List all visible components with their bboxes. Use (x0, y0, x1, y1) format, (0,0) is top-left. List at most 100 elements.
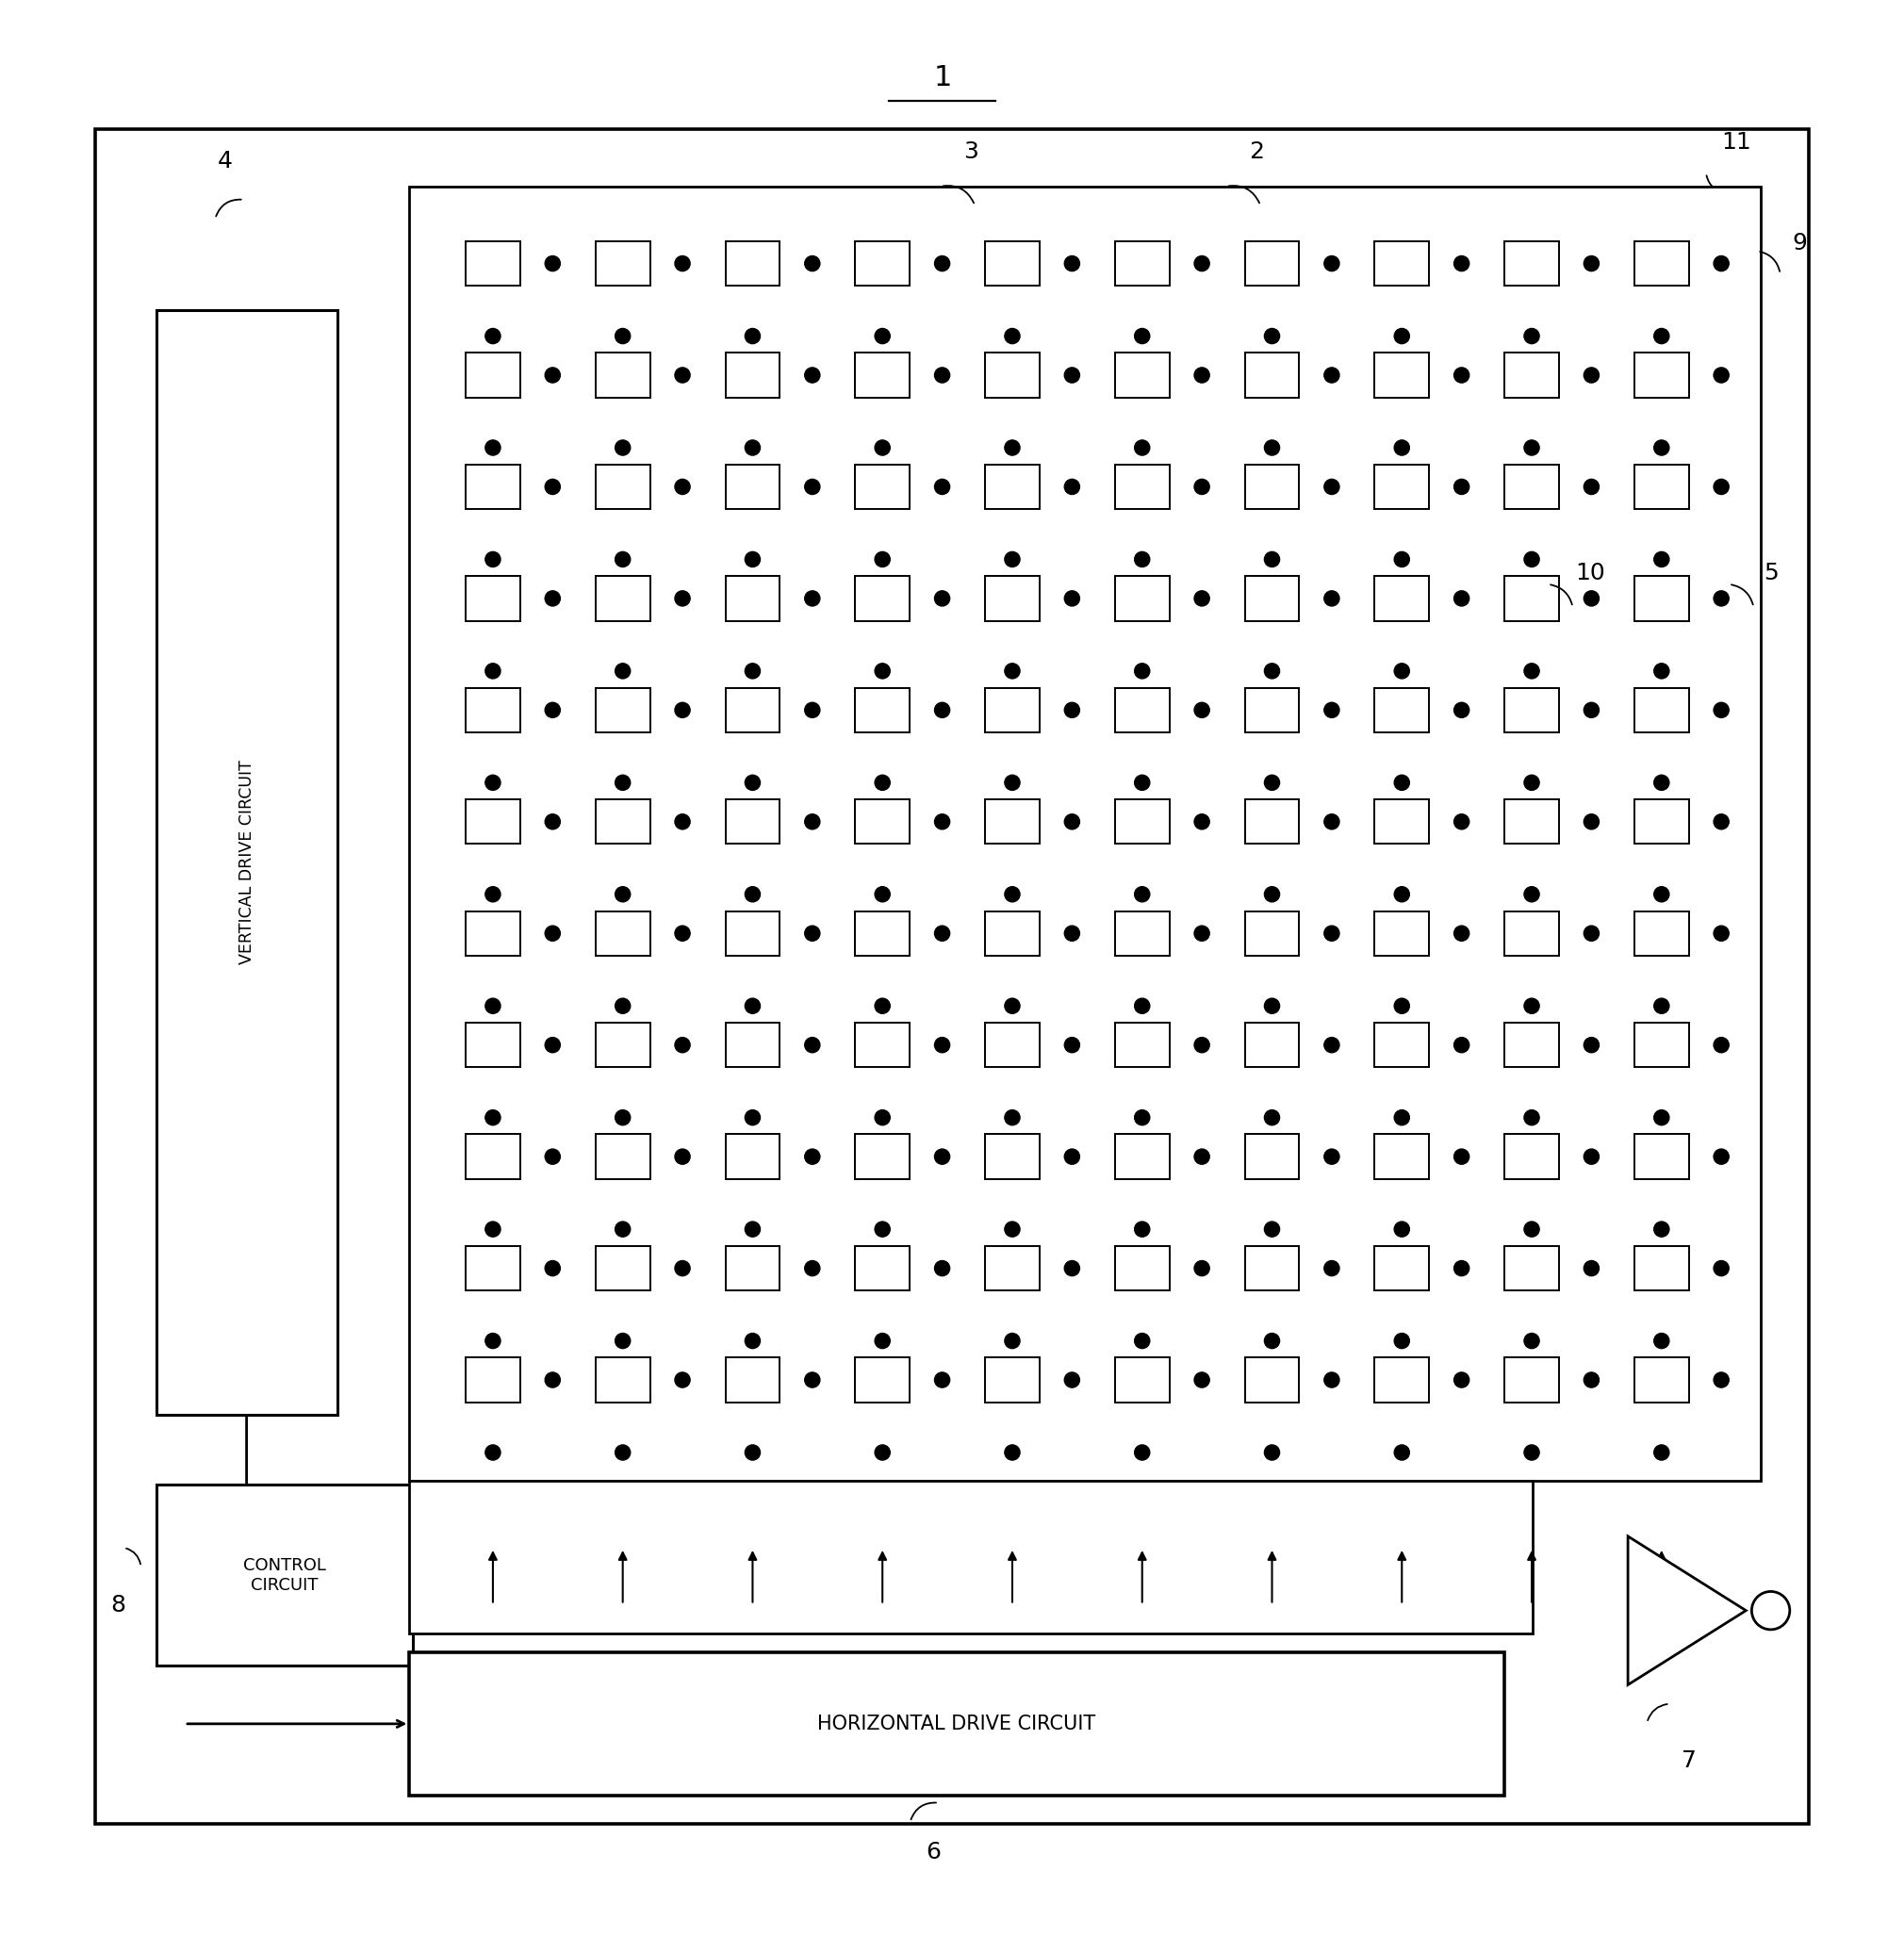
Circle shape (1655, 1445, 1670, 1461)
Circle shape (1194, 926, 1209, 941)
Circle shape (1005, 1334, 1021, 1348)
Circle shape (1264, 328, 1279, 344)
Text: VERTICAL DRIVE CIRCUIT: VERTICAL DRIVE CIRCUIT (238, 760, 255, 965)
Circle shape (1005, 553, 1021, 566)
Text: HORIZONTAL DRIVE CIRCUIT: HORIZONTAL DRIVE CIRCUIT (817, 1715, 1097, 1732)
Circle shape (1584, 1148, 1599, 1164)
Text: 3: 3 (963, 141, 979, 164)
Circle shape (1584, 256, 1599, 271)
Circle shape (1323, 703, 1339, 717)
Circle shape (1655, 553, 1670, 566)
Circle shape (674, 592, 689, 605)
Bar (725, 1357, 781, 1402)
Circle shape (674, 814, 689, 830)
Bar (1245, 576, 1299, 621)
Circle shape (1264, 1334, 1279, 1348)
Circle shape (486, 439, 501, 455)
Circle shape (486, 775, 501, 791)
Circle shape (615, 887, 630, 902)
Bar (1504, 1246, 1559, 1291)
Circle shape (1714, 478, 1729, 494)
Circle shape (805, 256, 821, 271)
Bar (596, 353, 649, 398)
Circle shape (1455, 814, 1470, 830)
Bar (725, 465, 781, 510)
Circle shape (805, 1037, 821, 1053)
Bar (466, 576, 520, 621)
Bar (725, 576, 781, 621)
Circle shape (744, 887, 760, 902)
Circle shape (674, 926, 689, 941)
Bar (1245, 240, 1299, 285)
Circle shape (805, 478, 821, 494)
Bar (725, 1246, 781, 1291)
Circle shape (545, 1148, 560, 1164)
Bar (596, 799, 649, 844)
Bar (725, 1023, 781, 1068)
Bar (1116, 1135, 1169, 1180)
Circle shape (1523, 887, 1538, 902)
Circle shape (1135, 553, 1150, 566)
Circle shape (545, 1037, 560, 1053)
Circle shape (1394, 664, 1409, 678)
Bar (1634, 576, 1689, 621)
Circle shape (1064, 1037, 1080, 1053)
Circle shape (874, 1445, 889, 1461)
Text: 10: 10 (1575, 562, 1605, 584)
Circle shape (935, 367, 950, 383)
Bar (725, 1135, 781, 1180)
Circle shape (1264, 1221, 1279, 1236)
Circle shape (1655, 998, 1670, 1014)
Circle shape (744, 439, 760, 455)
Text: CONTROL
CIRCUIT: CONTROL CIRCUIT (244, 1557, 326, 1594)
Bar (725, 910, 781, 955)
Bar (855, 353, 910, 398)
Circle shape (1264, 998, 1279, 1014)
Bar (1245, 1246, 1299, 1291)
Bar (156, 311, 337, 1414)
Circle shape (1264, 553, 1279, 566)
Circle shape (674, 1262, 689, 1275)
Bar (984, 576, 1040, 621)
Bar (596, 465, 649, 510)
Circle shape (674, 1373, 689, 1387)
Bar (1504, 576, 1559, 621)
Circle shape (1194, 256, 1209, 271)
Bar (1634, 1135, 1689, 1180)
Circle shape (674, 367, 689, 383)
Circle shape (1394, 1109, 1409, 1125)
Bar (984, 353, 1040, 398)
Bar (855, 1246, 910, 1291)
Circle shape (1714, 926, 1729, 941)
Circle shape (1264, 1445, 1279, 1461)
Circle shape (545, 1262, 560, 1275)
Text: 6: 6 (925, 1842, 941, 1863)
Circle shape (1135, 664, 1150, 678)
Circle shape (1584, 1373, 1599, 1387)
Bar (984, 465, 1040, 510)
Polygon shape (1628, 1537, 1746, 1685)
Bar (1634, 353, 1689, 398)
Circle shape (1523, 328, 1538, 344)
Circle shape (1655, 1334, 1670, 1348)
Circle shape (744, 328, 760, 344)
Circle shape (1264, 1109, 1279, 1125)
Circle shape (1714, 1373, 1729, 1387)
Circle shape (1005, 1221, 1021, 1236)
Circle shape (1135, 775, 1150, 791)
Bar (1245, 465, 1299, 510)
Bar (596, 1135, 649, 1180)
Bar (1375, 576, 1430, 621)
Circle shape (615, 553, 630, 566)
Bar (855, 799, 910, 844)
Circle shape (1655, 328, 1670, 344)
Circle shape (615, 664, 630, 678)
Bar (855, 240, 910, 285)
Circle shape (935, 703, 950, 717)
Bar (409, 186, 1761, 1480)
Bar (1634, 1246, 1689, 1291)
Circle shape (1264, 775, 1279, 791)
Text: 9: 9 (1792, 232, 1807, 254)
Circle shape (1194, 367, 1209, 383)
Bar (855, 1023, 910, 1068)
